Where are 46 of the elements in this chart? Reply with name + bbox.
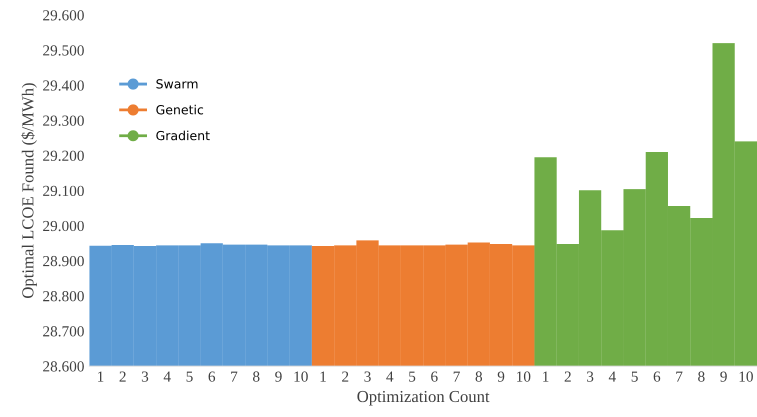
y-tick-label: 28.800 bbox=[43, 291, 84, 302]
x-tick-label: 8 bbox=[253, 371, 260, 382]
x-tick-label: 6 bbox=[431, 371, 438, 382]
x-tick-label: 7 bbox=[454, 372, 460, 382]
x-tick-label: 5 bbox=[409, 372, 416, 382]
x-tick-label: 6 bbox=[208, 371, 216, 382]
legend-label: Gradient bbox=[156, 130, 210, 140]
x-tick-label: 5 bbox=[186, 372, 193, 382]
x-tick-label: 8 bbox=[698, 371, 705, 382]
x-tick-label: 9 bbox=[275, 371, 282, 382]
y-tick-label: 29.600 bbox=[43, 10, 84, 21]
x-tick-label: 3 bbox=[364, 371, 371, 382]
x-tick-label: 1 bbox=[320, 372, 326, 382]
x-tick-label: 1 bbox=[543, 372, 548, 382]
x-tick-label: 1 bbox=[98, 372, 104, 382]
x-tick-label: 4 bbox=[608, 372, 616, 382]
y-tick-label: 29.500 bbox=[43, 45, 84, 56]
x-tick-label: 4 bbox=[386, 372, 394, 382]
x-tick-label: 3 bbox=[142, 371, 148, 382]
x-tick-label: 4 bbox=[164, 372, 171, 382]
y-tick-label: 29.100 bbox=[43, 186, 84, 196]
x-tick-label: 6 bbox=[654, 371, 660, 382]
x-tick-label: 10 bbox=[740, 371, 753, 382]
y-tick-label: 28.900 bbox=[43, 256, 84, 266]
legend-label: Genetic bbox=[156, 104, 204, 114]
x-tick-label: 10 bbox=[294, 371, 308, 382]
x-tick-label: 5 bbox=[632, 372, 638, 382]
x-tick-label: 7 bbox=[231, 372, 238, 382]
x-tick-label: 3 bbox=[586, 371, 594, 382]
x-tick-label: 9 bbox=[720, 371, 727, 382]
y-axis-title: Optimal LCOE Found ($/MWh) bbox=[21, 83, 37, 298]
y-tick-label: 29.200 bbox=[43, 150, 84, 161]
x-axis-title: Optimization Count bbox=[357, 390, 490, 406]
x-tick-label: 9 bbox=[498, 371, 504, 382]
x-tick-label: 2 bbox=[564, 371, 571, 382]
y-tick-label: 29.000 bbox=[43, 220, 84, 232]
x-tick-label: 7 bbox=[676, 372, 682, 382]
x-tick-label: 2 bbox=[120, 371, 126, 382]
y-tick-label: 29.300 bbox=[43, 115, 84, 126]
x-tick-label: 2 bbox=[342, 371, 348, 382]
x-tick-label: 8 bbox=[476, 371, 482, 382]
y-tick-label: 29.400 bbox=[43, 80, 84, 91]
y-tick-label: 28.700 bbox=[43, 326, 84, 337]
x-tick-label: 10 bbox=[517, 371, 530, 382]
y-tick-label: 28.600 bbox=[43, 361, 84, 372]
legend-label: Swarm bbox=[156, 79, 198, 89]
